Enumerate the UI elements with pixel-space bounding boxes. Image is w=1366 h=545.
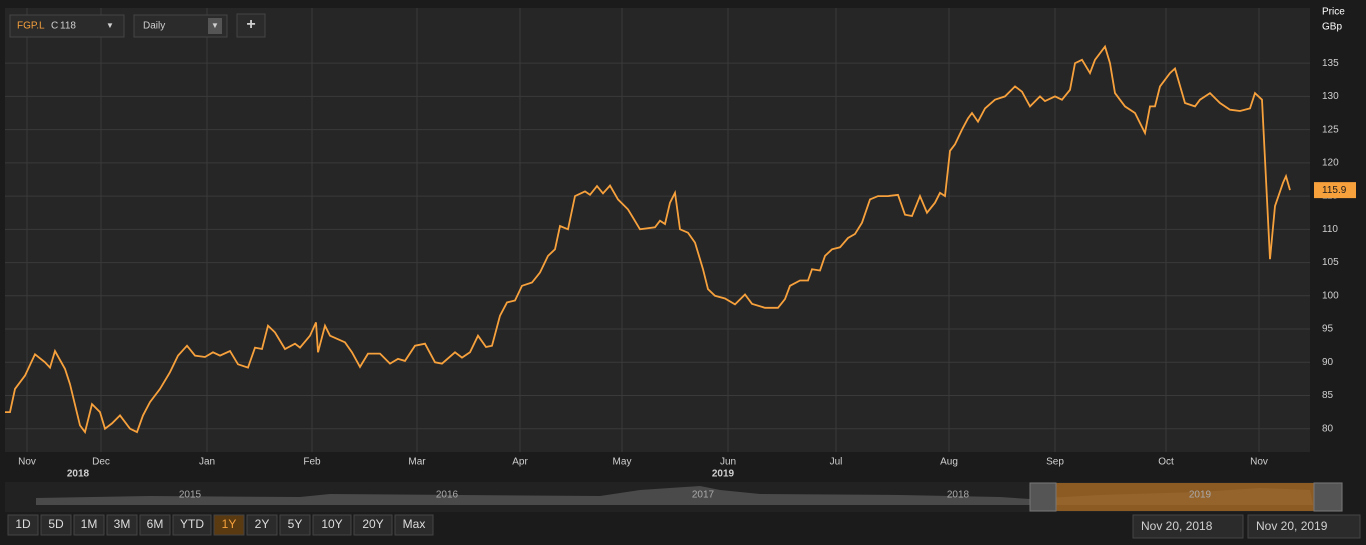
plot-area [5,8,1310,452]
symbol: FGP.L [17,21,45,32]
range-button[interactable] [394,514,434,536]
x-tick-label: Sep [1046,457,1064,468]
last-price-label: 115.9 [1322,185,1347,196]
y-tick-label: 105 [1322,257,1339,268]
start-date-box[interactable] [1132,514,1244,539]
end-date: Nov 20, 2019 [1256,519,1328,533]
navigator-years: 2015 2016 2017 2018 2019 [179,490,1212,501]
y-tick-label: 85 [1322,390,1334,401]
dropdown-arrow: ▼ [211,21,219,30]
x-tick-label: Jan [199,457,215,468]
y-tick-label: 95 [1322,324,1334,335]
range-buttons: 1D 5D 1M 3M 6M YTD 1Y 2Y 5Y 10Y 20Y Max [7,514,434,536]
navigator-year: 2016 [436,490,459,501]
y-tick-label: 110 [1322,224,1338,235]
range-button-label: 6M [147,517,164,531]
y-axis-title: Price [1322,7,1345,18]
interval: Daily [143,21,165,32]
interval-box[interactable] [133,14,228,38]
y-tick-label: 90 [1322,357,1334,368]
range-button[interactable] [172,514,212,536]
range-button[interactable] [279,514,311,536]
x-tick-label: Mar [408,457,426,468]
range-button[interactable] [7,514,39,536]
symbol-box[interactable] [9,14,125,38]
range-button[interactable] [246,514,278,536]
x-tick-label: Nov [18,457,36,468]
x-tick-label: Nov [1250,457,1268,468]
range-button-label: 10Y [321,517,342,531]
start-date: Nov 20, 2018 [1141,519,1213,533]
range-button-label: YTD [180,517,204,531]
grid [5,8,1310,452]
close-value: 118 [60,21,76,32]
range-button-label: Max [403,517,426,531]
dropdown-button [208,18,222,34]
range-button-label: 5Y [288,517,303,531]
navigator-handle[interactable] [1313,482,1343,512]
navigator-year: 2017 [692,490,715,501]
range-button[interactable] [106,514,138,536]
x-tick-label: Dec [92,457,110,468]
range-button[interactable] [312,514,352,536]
range-button[interactable] [73,514,105,536]
range-button[interactable] [139,514,171,536]
y-tick-label: 130 [1322,91,1339,102]
range-button-label: 20Y [362,517,383,531]
x-tick-label: Aug [940,457,958,468]
x-tick-label: Jun [720,457,736,468]
y-axis-unit: GBp [1322,22,1342,33]
y-tick-label: 135 [1322,58,1339,69]
end-date-box[interactable] [1247,514,1361,539]
range-button[interactable] [213,514,245,536]
y-tick-label: 125 [1322,124,1339,135]
close-label: C [51,21,58,32]
navigator-shape [36,486,1313,505]
price-line [5,44,1291,435]
range-button[interactable] [40,514,72,536]
x-tick-label: Feb [303,457,321,468]
range-button-label: 3M [114,517,131,531]
x-tick-label: Jul [830,457,843,468]
add-button[interactable] [236,13,266,38]
x-tick-label: Oct [1158,457,1174,468]
year-label: 2018 [67,469,90,480]
y-tick-label: 80 [1322,423,1334,434]
year-label: 2019 [712,469,735,480]
range-button[interactable] [353,514,393,536]
navigator-handle[interactable] [1029,482,1057,512]
last-price-tag [1314,182,1356,199]
navigator-year: 2019 [1189,490,1212,501]
x-tick-label: Apr [512,457,528,468]
navigator-year: 2015 [179,490,202,501]
range-button-label: 2Y [255,517,270,531]
x-tick-label: May [613,457,632,468]
y-tick-label: 100 [1322,290,1339,301]
navigator-year: 2018 [947,490,970,501]
y-tick-label: 120 [1322,158,1339,169]
range-button-label: 1D [15,517,31,531]
range-button-label: 5D [48,517,64,531]
range-button-label: 1Y [222,517,237,531]
navigator-window[interactable] [1056,483,1314,511]
dropdown-arrow: ▼ [106,21,114,30]
range-button-label: 1M [81,517,98,531]
add-icon: + [246,16,255,33]
